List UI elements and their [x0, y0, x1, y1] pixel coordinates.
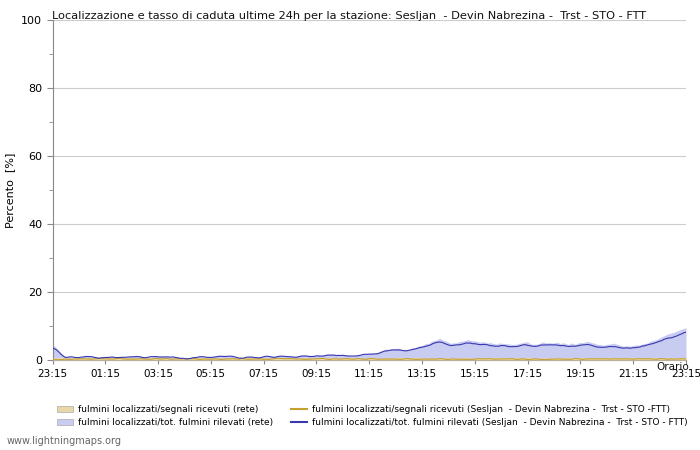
Text: Localizzazione e tasso di caduta ultime 24h per la stazione: Sesljan  - Devin Na: Localizzazione e tasso di caduta ultime … [52, 11, 647, 21]
Text: Orario: Orario [657, 362, 689, 372]
Legend: fulmini localizzati/segnali ricevuti (rete), fulmini localizzati/tot. fulmini ri: fulmini localizzati/segnali ricevuti (re… [57, 405, 687, 427]
Text: www.lightningmaps.org: www.lightningmaps.org [7, 436, 122, 446]
Y-axis label: Percento  [%]: Percento [%] [6, 153, 15, 228]
